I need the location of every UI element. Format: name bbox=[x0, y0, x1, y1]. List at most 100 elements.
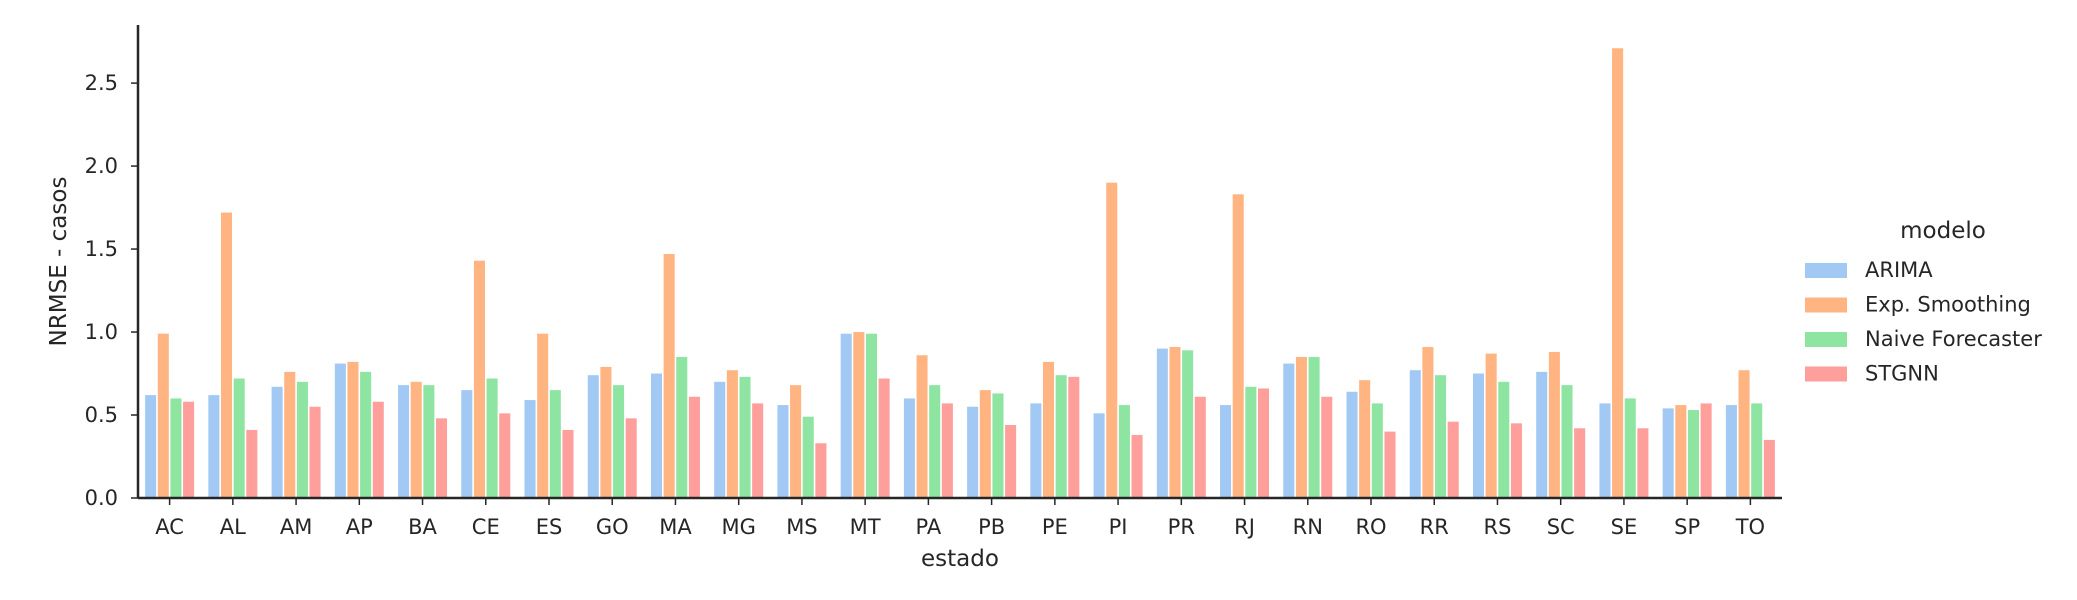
bar-AC-naive-forecaster bbox=[170, 398, 182, 498]
bar-GO-stgnn bbox=[625, 418, 637, 498]
bar-CE-arima bbox=[461, 390, 473, 498]
x-tick-label-MA: MA bbox=[659, 515, 692, 539]
x-tick-label-PR: PR bbox=[1168, 515, 1195, 539]
bar-RN-naive-forecaster bbox=[1308, 356, 1320, 498]
bar-RN-arima bbox=[1283, 363, 1295, 498]
bar-AL-exp-smoothing bbox=[221, 212, 233, 499]
bar-PR-exp-smoothing bbox=[1169, 346, 1181, 498]
bar-AC-exp-smoothing bbox=[157, 333, 169, 498]
bar-BA-arima bbox=[398, 385, 410, 498]
bar-AC-stgnn bbox=[183, 401, 195, 498]
bar-RO-naive-forecaster bbox=[1371, 403, 1383, 498]
bar-TO-stgnn bbox=[1763, 439, 1775, 498]
bar-RS-stgnn bbox=[1510, 423, 1522, 498]
bar-MS-arima bbox=[777, 405, 789, 498]
x-tick-label-RN: RN bbox=[1293, 515, 1323, 539]
x-tick-label-CE: CE bbox=[472, 515, 500, 539]
x-tick-label-PE: PE bbox=[1042, 515, 1068, 539]
bar-MT-stgnn bbox=[878, 378, 890, 498]
bar-TO-naive-forecaster bbox=[1751, 403, 1763, 498]
x-tick-label-PA: PA bbox=[916, 515, 942, 539]
x-tick-label-PB: PB bbox=[978, 515, 1005, 539]
bar-PB-exp-smoothing bbox=[979, 390, 991, 498]
bar-RS-naive-forecaster bbox=[1498, 381, 1510, 498]
bar-PA-exp-smoothing bbox=[916, 355, 928, 498]
bar-RO-stgnn bbox=[1384, 431, 1396, 498]
bar-AL-naive-forecaster bbox=[233, 378, 245, 498]
bar-RR-arima bbox=[1409, 370, 1421, 498]
bar-PA-stgnn bbox=[941, 403, 953, 498]
y-tick-label: 2.5 bbox=[85, 71, 118, 95]
bar-MG-exp-smoothing bbox=[726, 370, 738, 498]
bar-SP-stgnn bbox=[1700, 403, 1712, 498]
bar-RO-arima bbox=[1346, 391, 1358, 498]
bar-AL-stgnn bbox=[246, 429, 258, 498]
bar-MS-exp-smoothing bbox=[790, 385, 802, 498]
x-tick-label-AL: AL bbox=[220, 515, 246, 539]
bar-RS-arima bbox=[1472, 373, 1485, 498]
x-tick-label-BA: BA bbox=[408, 515, 437, 539]
y-tick-label: 0.0 bbox=[85, 486, 118, 510]
legend-swatch-naive-forecaster bbox=[1805, 332, 1847, 347]
x-tick-label-MS: MS bbox=[786, 515, 817, 539]
bar-MS-naive-forecaster bbox=[802, 416, 814, 498]
bar-SE-stgnn bbox=[1637, 428, 1649, 498]
bar-ES-stgnn bbox=[562, 429, 574, 498]
bar-SP-arima bbox=[1662, 408, 1674, 498]
bar-MT-naive-forecaster bbox=[865, 333, 877, 498]
legend-label-stgnn: STGNN bbox=[1865, 362, 1939, 386]
legend-swatch-exp-smoothing bbox=[1805, 297, 1847, 313]
bar-SC-naive-forecaster bbox=[1561, 385, 1573, 498]
bar-PA-arima bbox=[903, 398, 915, 498]
bar-AC-arima bbox=[145, 395, 157, 498]
bar-SE-naive-forecaster bbox=[1624, 398, 1636, 498]
x-tick-label-GO: GO bbox=[596, 515, 629, 539]
bar-MG-stgnn bbox=[752, 403, 764, 498]
bar-PI-arima bbox=[1093, 413, 1105, 498]
bar-RR-stgnn bbox=[1447, 421, 1459, 498]
bar-CE-exp-smoothing bbox=[473, 260, 485, 498]
bar-PR-naive-forecaster bbox=[1182, 350, 1194, 498]
x-tick-label-AM: AM bbox=[280, 515, 312, 539]
legend-label-arima: ARIMA bbox=[1865, 258, 1933, 282]
bar-SE-exp-smoothing bbox=[1612, 48, 1624, 499]
bar-SP-exp-smoothing bbox=[1675, 405, 1687, 498]
bar-PI-naive-forecaster bbox=[1118, 405, 1130, 498]
bar-PE-arima bbox=[1030, 403, 1042, 498]
bar-MS-stgnn bbox=[815, 443, 827, 498]
bar-MG-arima bbox=[714, 381, 726, 498]
x-tick-label-RO: RO bbox=[1355, 515, 1386, 539]
bar-RR-naive-forecaster bbox=[1435, 375, 1447, 498]
bar-GO-exp-smoothing bbox=[600, 366, 612, 498]
bar-RJ-exp-smoothing bbox=[1232, 194, 1244, 498]
x-axis-title: estado bbox=[921, 546, 999, 572]
bar-MA-stgnn bbox=[688, 396, 700, 498]
legend-swatch-arima bbox=[1805, 263, 1847, 278]
bar-CE-naive-forecaster bbox=[486, 378, 498, 498]
bar-RJ-naive-forecaster bbox=[1245, 386, 1257, 498]
x-tick-label-RR: RR bbox=[1420, 515, 1449, 539]
bar-PB-arima bbox=[967, 406, 979, 498]
bar-ES-arima bbox=[524, 400, 536, 498]
x-tick-label-SC: SC bbox=[1547, 515, 1575, 539]
x-axis-ticks: AC AL AM AP BA CE ES GO MA MG MS MT PA PB PE PI PR RJ RN RO… bbox=[155, 498, 1765, 539]
bar-ES-exp-smoothing bbox=[537, 333, 549, 498]
bar-RJ-arima bbox=[1220, 405, 1232, 498]
bar-MA-naive-forecaster bbox=[676, 356, 688, 498]
x-tick-label-RS: RS bbox=[1484, 515, 1512, 539]
bar-SE-arima bbox=[1599, 403, 1611, 498]
bar-AM-stgnn bbox=[309, 406, 321, 498]
bar-MT-exp-smoothing bbox=[853, 332, 865, 498]
bar-RJ-stgnn bbox=[1257, 388, 1270, 498]
bar-TO-exp-smoothing bbox=[1738, 370, 1750, 498]
bar-PE-stgnn bbox=[1068, 376, 1080, 498]
bar-GO-naive-forecaster bbox=[613, 385, 625, 498]
bar-SC-exp-smoothing bbox=[1548, 351, 1560, 498]
bar-RS-exp-smoothing bbox=[1485, 353, 1497, 498]
bar-AP-naive-forecaster bbox=[360, 371, 372, 498]
x-tick-label-TO: TO bbox=[1735, 515, 1765, 539]
x-tick-label-RJ: RJ bbox=[1234, 515, 1255, 539]
bar-AP-stgnn bbox=[372, 401, 384, 498]
y-tick-label: 1.0 bbox=[85, 320, 118, 344]
bar-AM-arima bbox=[271, 386, 283, 498]
